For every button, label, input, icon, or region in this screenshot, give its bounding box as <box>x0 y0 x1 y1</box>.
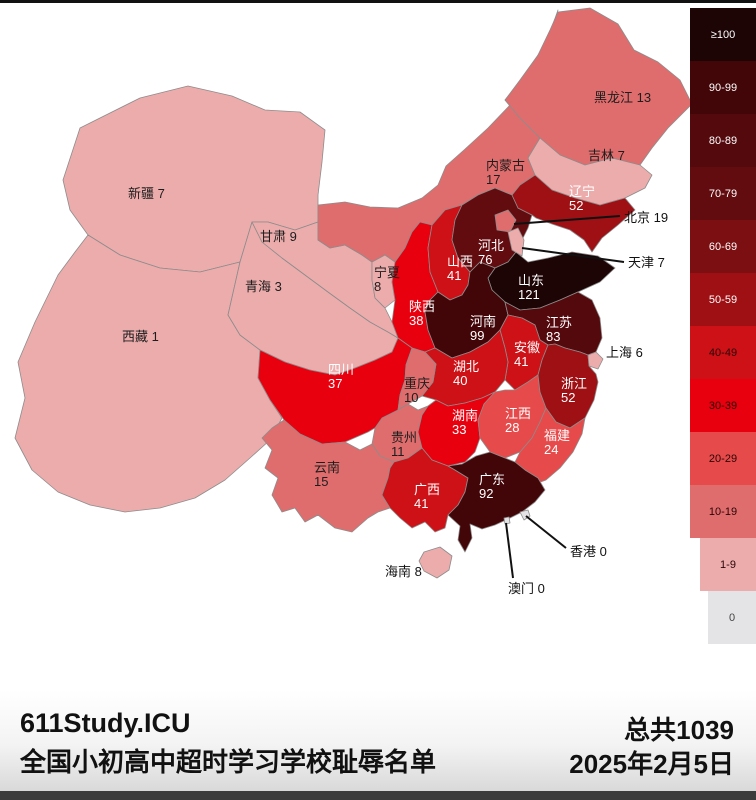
china-choropleth-map: 新疆 7 西藏 1 青海 3 甘肃 9 内蒙古 17 宁夏 8 陕西 38 山西 41 河北 76 黑龙江 … <box>0 3 756 690</box>
province-hainan <box>418 546 453 579</box>
province-label-shanghai: 上海 6 <box>606 345 643 360</box>
province-label-guangxi: 广西 41 <box>414 482 440 511</box>
province-hunan <box>417 391 496 467</box>
callout-line-macau <box>505 522 514 579</box>
callout-line-beijing <box>513 215 621 225</box>
legend-item-10-19: 10-19 <box>690 485 756 538</box>
province-label-tianjin: 天津 7 <box>628 255 665 270</box>
province-label-jiangsu: 江苏 83 <box>546 315 572 344</box>
province-label-hubei: 湖北 40 <box>453 359 479 388</box>
province-label-neimenggu: 内蒙古 17 <box>486 158 525 187</box>
province-label-chongqing: 重庆 10 <box>404 376 430 405</box>
legend-item-40-49: 40-49 <box>690 326 756 379</box>
province-label-jilin: 吉林 7 <box>588 148 625 163</box>
province-guangxi <box>381 447 469 533</box>
province-macau <box>503 516 511 525</box>
legend-item-90-99: 90-99 <box>690 61 756 114</box>
total-count: 总共1039 <box>624 715 734 745</box>
province-label-gansu: 甘肃 9 <box>260 229 297 244</box>
province-label-henan: 河南 99 <box>470 314 496 343</box>
province-label-hainan: 海南 8 <box>385 564 422 579</box>
province-guangdong <box>447 451 546 553</box>
province-label-macau: 澳门 0 <box>508 581 545 596</box>
legend-item-1-9: 1-9 <box>700 538 756 591</box>
legend-item-50-59: 50-59 <box>690 273 756 326</box>
province-label-guangdong: 广东 92 <box>479 472 505 501</box>
province-label-liaoning: 辽宁 52 <box>569 184 595 213</box>
legend-item-≥100: ≥100 <box>690 8 756 61</box>
province-label-hunan: 湖南 33 <box>452 408 478 437</box>
province-label-xinjiang: 新疆 7 <box>128 186 165 201</box>
legend-item-30-39: 30-39 <box>690 379 756 432</box>
province-label-beijing: 北京 19 <box>624 210 668 225</box>
province-beijing <box>494 209 517 233</box>
province-liaoning <box>511 174 636 253</box>
bottom-dark-bar <box>0 791 756 800</box>
province-label-ningxia: 宁夏 8 <box>374 265 400 294</box>
province-label-hongkong: 香港 0 <box>570 544 607 559</box>
callout-line-hongkong <box>525 515 567 549</box>
province-label-sichuan: 四川 37 <box>328 362 354 391</box>
province-shanghai <box>587 351 604 370</box>
province-label-qinghai: 青海 3 <box>245 279 282 294</box>
legend-item-20-29: 20-29 <box>690 432 756 485</box>
province-label-hebei: 河北 76 <box>478 238 504 267</box>
legend-item-0: 0 <box>708 591 756 644</box>
province-label-jiangxi: 江西 28 <box>505 406 531 435</box>
province-label-shandong: 山东 121 <box>518 273 544 302</box>
province-label-guizhou: 贵州 11 <box>391 430 417 459</box>
province-label-shanxi: 山西 41 <box>447 254 473 283</box>
province-zhejiang <box>537 343 599 429</box>
map-subtitle: 全国小初高中超时学习学校耻辱名单 <box>20 747 437 777</box>
province-label-yunnan: 云南 15 <box>314 460 340 489</box>
legend-item-70-79: 70-79 <box>690 167 756 220</box>
province-yunnan <box>261 419 395 533</box>
footer: 611Study.ICU 全国小初高中超时学习学校耻辱名单 总共1039 202… <box>0 690 756 791</box>
legend-item-60-69: 60-69 <box>690 220 756 273</box>
province-label-shaanxi: 陕西 38 <box>409 299 435 328</box>
date-label: 2025年2月5日 <box>569 749 734 779</box>
province-label-heilongjiang: 黑龙江 13 <box>594 90 651 105</box>
province-label-xizang: 西藏 1 <box>122 329 159 344</box>
top-black-bar <box>0 0 756 3</box>
province-label-zhejiang: 浙江 52 <box>561 376 587 405</box>
legend-item-80-89: 80-89 <box>690 114 756 167</box>
province-label-fujian: 福建 24 <box>544 428 570 457</box>
callout-line-tianjin <box>521 247 625 263</box>
province-label-anhui: 安徽 41 <box>514 340 540 369</box>
site-title: 611Study.ICU <box>20 708 191 738</box>
